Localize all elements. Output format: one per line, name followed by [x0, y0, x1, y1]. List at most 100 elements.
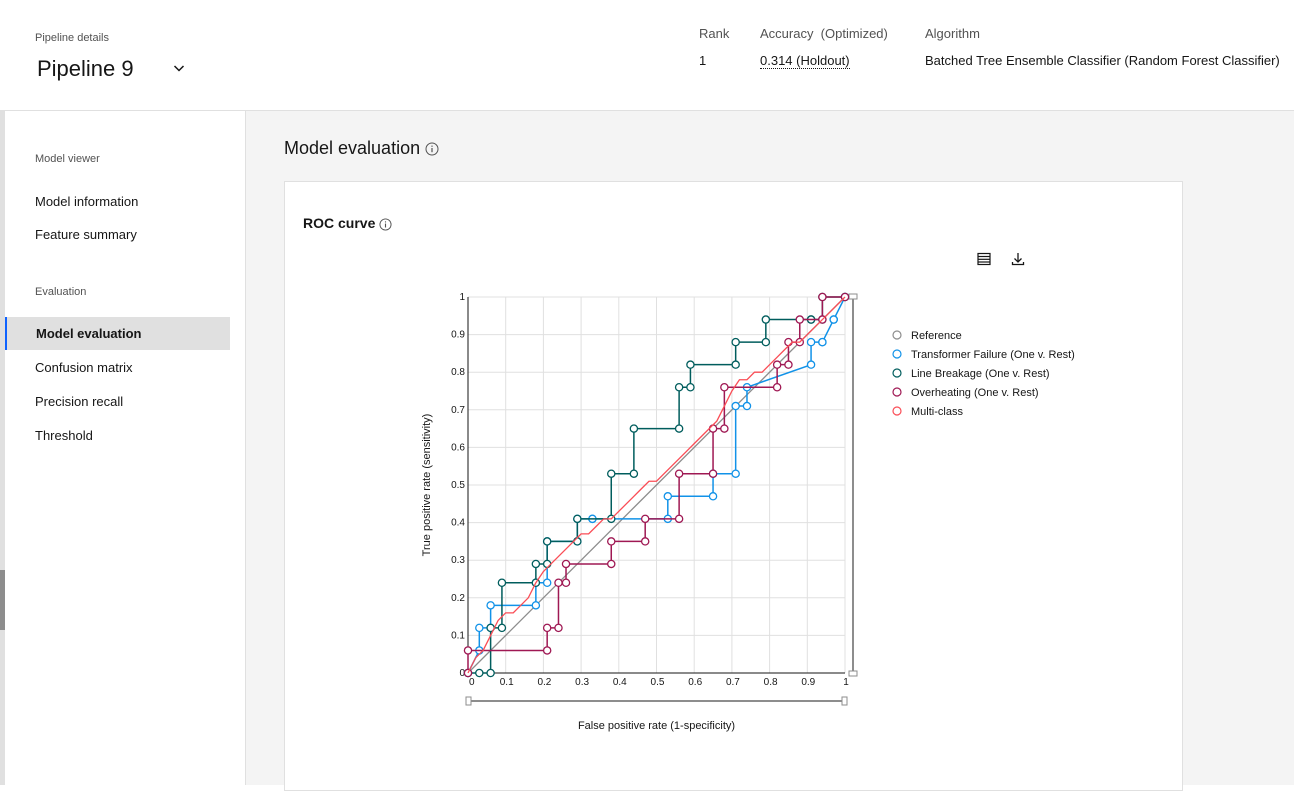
data-point: [784, 337, 793, 347]
data-point: [806, 360, 816, 369]
data-point: [720, 382, 729, 392]
x-zoom-handle: [841, 696, 848, 706]
data-point: [829, 315, 838, 324]
data-point: [629, 424, 639, 433]
data-point: [731, 401, 740, 411]
data-point: [497, 623, 507, 633]
accuracy-label: Accuracy (Optimized): [760, 26, 888, 41]
info-icon[interactable]: [425, 142, 439, 156]
legend-label: Reference: [911, 330, 962, 342]
sidebar-item-model-evaluation[interactable]: Model evaluation: [5, 317, 230, 350]
section-model-viewer: Model viewer: [35, 153, 100, 165]
sidebar: Model viewer Model information Feature s…: [5, 111, 246, 785]
y-tick-label: 0.2: [451, 593, 465, 604]
pipeline-details-caption: Pipeline details: [35, 32, 109, 44]
sidebar-item-confusion-matrix[interactable]: Confusion matrix: [35, 360, 133, 375]
data-point: [708, 469, 718, 478]
data-point: [573, 514, 582, 524]
x-tick-label: 0.9: [801, 677, 815, 688]
pipeline-name: Pipeline 9: [37, 56, 134, 81]
data-point: [475, 668, 484, 678]
data-point: [720, 424, 729, 433]
legend-label: Overheating (One v. Rest): [911, 387, 1039, 399]
data-point: [629, 469, 639, 478]
data-point: [561, 559, 571, 569]
data-point: [795, 315, 805, 324]
sidebar-item-model-information[interactable]: Model information: [35, 194, 139, 209]
sidebar-item-feature-summary[interactable]: Feature summary: [35, 227, 137, 242]
legend-label: Multi-class: [911, 406, 963, 418]
y-tick-label: 0.5: [451, 480, 465, 491]
data-point: [554, 578, 563, 588]
data-point: [486, 601, 495, 610]
data-point: [531, 601, 541, 610]
data-point: [573, 537, 582, 546]
y-zoom-handle: [848, 293, 858, 300]
x-tick-label: 0: [469, 677, 475, 688]
y-axis-label: True positive rate (sensitivity): [421, 414, 433, 557]
data-point: [674, 514, 684, 524]
data-point: [674, 382, 684, 392]
pipeline-header: Pipeline details Pipeline 9 Rank 1 Accur…: [5, 0, 1294, 111]
x-tick-label: 1: [843, 677, 849, 688]
y-tick-label: 0.6: [451, 442, 465, 453]
y-tick-label: 0.8: [451, 367, 465, 378]
y-tick-label: 0.4: [451, 518, 465, 529]
legend-label: Line Breakage (One v. Rest): [911, 368, 1050, 380]
y-tick-label: 0.3: [451, 555, 465, 566]
sidebar-item-precision-recall[interactable]: Precision recall: [35, 394, 124, 409]
data-point: [818, 337, 827, 347]
x-tick-label: 0.4: [613, 677, 627, 688]
algorithm-label: Algorithm: [925, 26, 980, 41]
y-tick-label: 0.1: [451, 630, 465, 641]
legend-marker: [892, 368, 902, 378]
legend-marker: [892, 387, 902, 397]
data-point: [554, 623, 563, 633]
roc-chart: 0 0.1 0.2 0.3 0.4 0.5 0.6 0.7 0.8 0.9 1 0 0.1 0.2 0.3 0…: [421, 292, 1075, 732]
legend-marker: [892, 406, 902, 416]
card-title-text: ROC curve: [303, 215, 376, 231]
data-point: [542, 646, 552, 655]
data-point: [761, 337, 771, 347]
data-point: [674, 424, 684, 433]
x-tick-label: 0.8: [764, 677, 778, 688]
page-title-text: Model evaluation: [284, 138, 421, 158]
series-line: [468, 296, 845, 674]
data-point: [708, 424, 718, 433]
chevron-down-icon[interactable]: [171, 60, 187, 76]
x-tick-label: 0.2: [537, 677, 551, 688]
data-point: [542, 578, 552, 588]
data-point: [497, 578, 507, 588]
data-point: [463, 646, 473, 655]
y-zoom-handle: [848, 670, 858, 677]
x-tick-label: 0.1: [500, 677, 514, 688]
edge-divider: [0, 110, 5, 785]
legend-label: Transformer Failure (One v. Rest): [911, 349, 1075, 361]
data-point: [542, 537, 552, 546]
rank-label: Rank: [699, 26, 730, 41]
data-point: [607, 559, 616, 569]
data-point: [561, 578, 571, 588]
accuracy-value[interactable]: 0.314 (Holdout): [760, 53, 850, 69]
data-point: [818, 292, 827, 302]
x-tick-label: 0.3: [575, 677, 589, 688]
table-icon[interactable]: [976, 251, 992, 267]
data-point: [640, 537, 650, 546]
x-tick-label: 0.7: [726, 677, 740, 688]
data-point: [486, 668, 495, 678]
data-point: [731, 360, 740, 369]
main-content: Model evaluation ROC curve 0 0.: [246, 111, 1294, 791]
data-point: [663, 492, 673, 501]
info-icon[interactable]: [379, 218, 392, 231]
edge-scroll-thumb: [0, 570, 5, 630]
download-icon[interactable]: [1010, 251, 1026, 267]
x-axis-label: False positive rate (1-specificity): [578, 720, 735, 732]
section-evaluation: Evaluation: [35, 286, 87, 298]
left-edge-strip: [0, 0, 5, 785]
data-point: [708, 492, 718, 501]
x-tick-label: 0.6: [688, 677, 702, 688]
data-point: [640, 514, 650, 524]
sidebar-item-threshold[interactable]: Threshold: [35, 428, 93, 443]
series-line: [467, 296, 846, 674]
legend-marker: [892, 330, 902, 340]
